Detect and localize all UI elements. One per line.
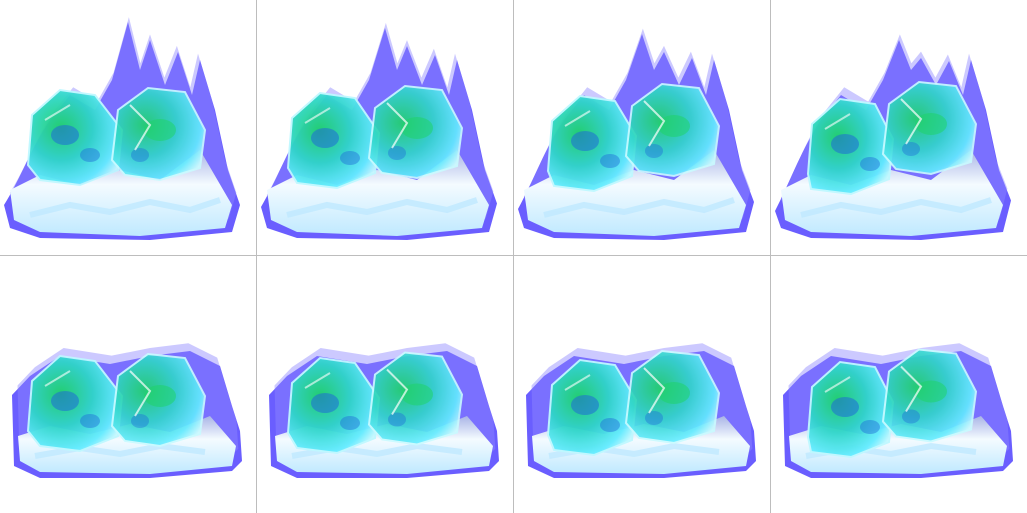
- frame-8-sprite: [783, 343, 1013, 478]
- frame-4: [771, 0, 1027, 256]
- frame-3: [514, 0, 771, 256]
- grid-line-vertical: [256, 0, 257, 513]
- frame-3-sprite: [518, 28, 754, 240]
- frame-2: [257, 0, 514, 256]
- frame-4-sprite: [775, 34, 1011, 240]
- frame-1-sprite: [4, 17, 240, 240]
- grid-line-vertical: [770, 0, 771, 513]
- frame-7: [514, 256, 771, 513]
- frame-5: [0, 256, 257, 513]
- frame-8: [771, 256, 1027, 513]
- grid-line-horizontal: [0, 255, 1027, 256]
- frame-2-sprite: [261, 22, 497, 240]
- ice-base: [781, 150, 1003, 236]
- frame-7-sprite: [526, 343, 756, 478]
- grid-line-vertical: [513, 0, 514, 513]
- frame-5-sprite: [12, 343, 242, 478]
- frame-6: [257, 256, 514, 513]
- frame-6-sprite: [269, 343, 499, 478]
- frame-1: [0, 0, 257, 256]
